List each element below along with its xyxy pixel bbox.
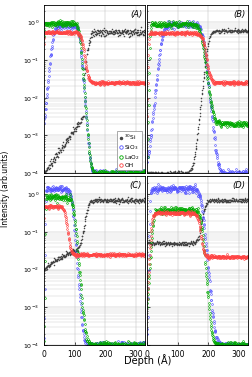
- Text: (A): (A): [130, 9, 142, 18]
- Text: Intensity (arb.units): Intensity (arb.units): [1, 150, 10, 227]
- Text: (D): (D): [232, 181, 245, 190]
- Text: (B): (B): [233, 9, 245, 18]
- Legend: $^{30}$Si, SiO$_3$, LaO$_2$, OH: $^{30}$Si, SiO$_3$, LaO$_2$, OH: [117, 131, 142, 170]
- Text: Depth (Å): Depth (Å): [124, 354, 171, 366]
- Text: (C): (C): [130, 181, 142, 190]
